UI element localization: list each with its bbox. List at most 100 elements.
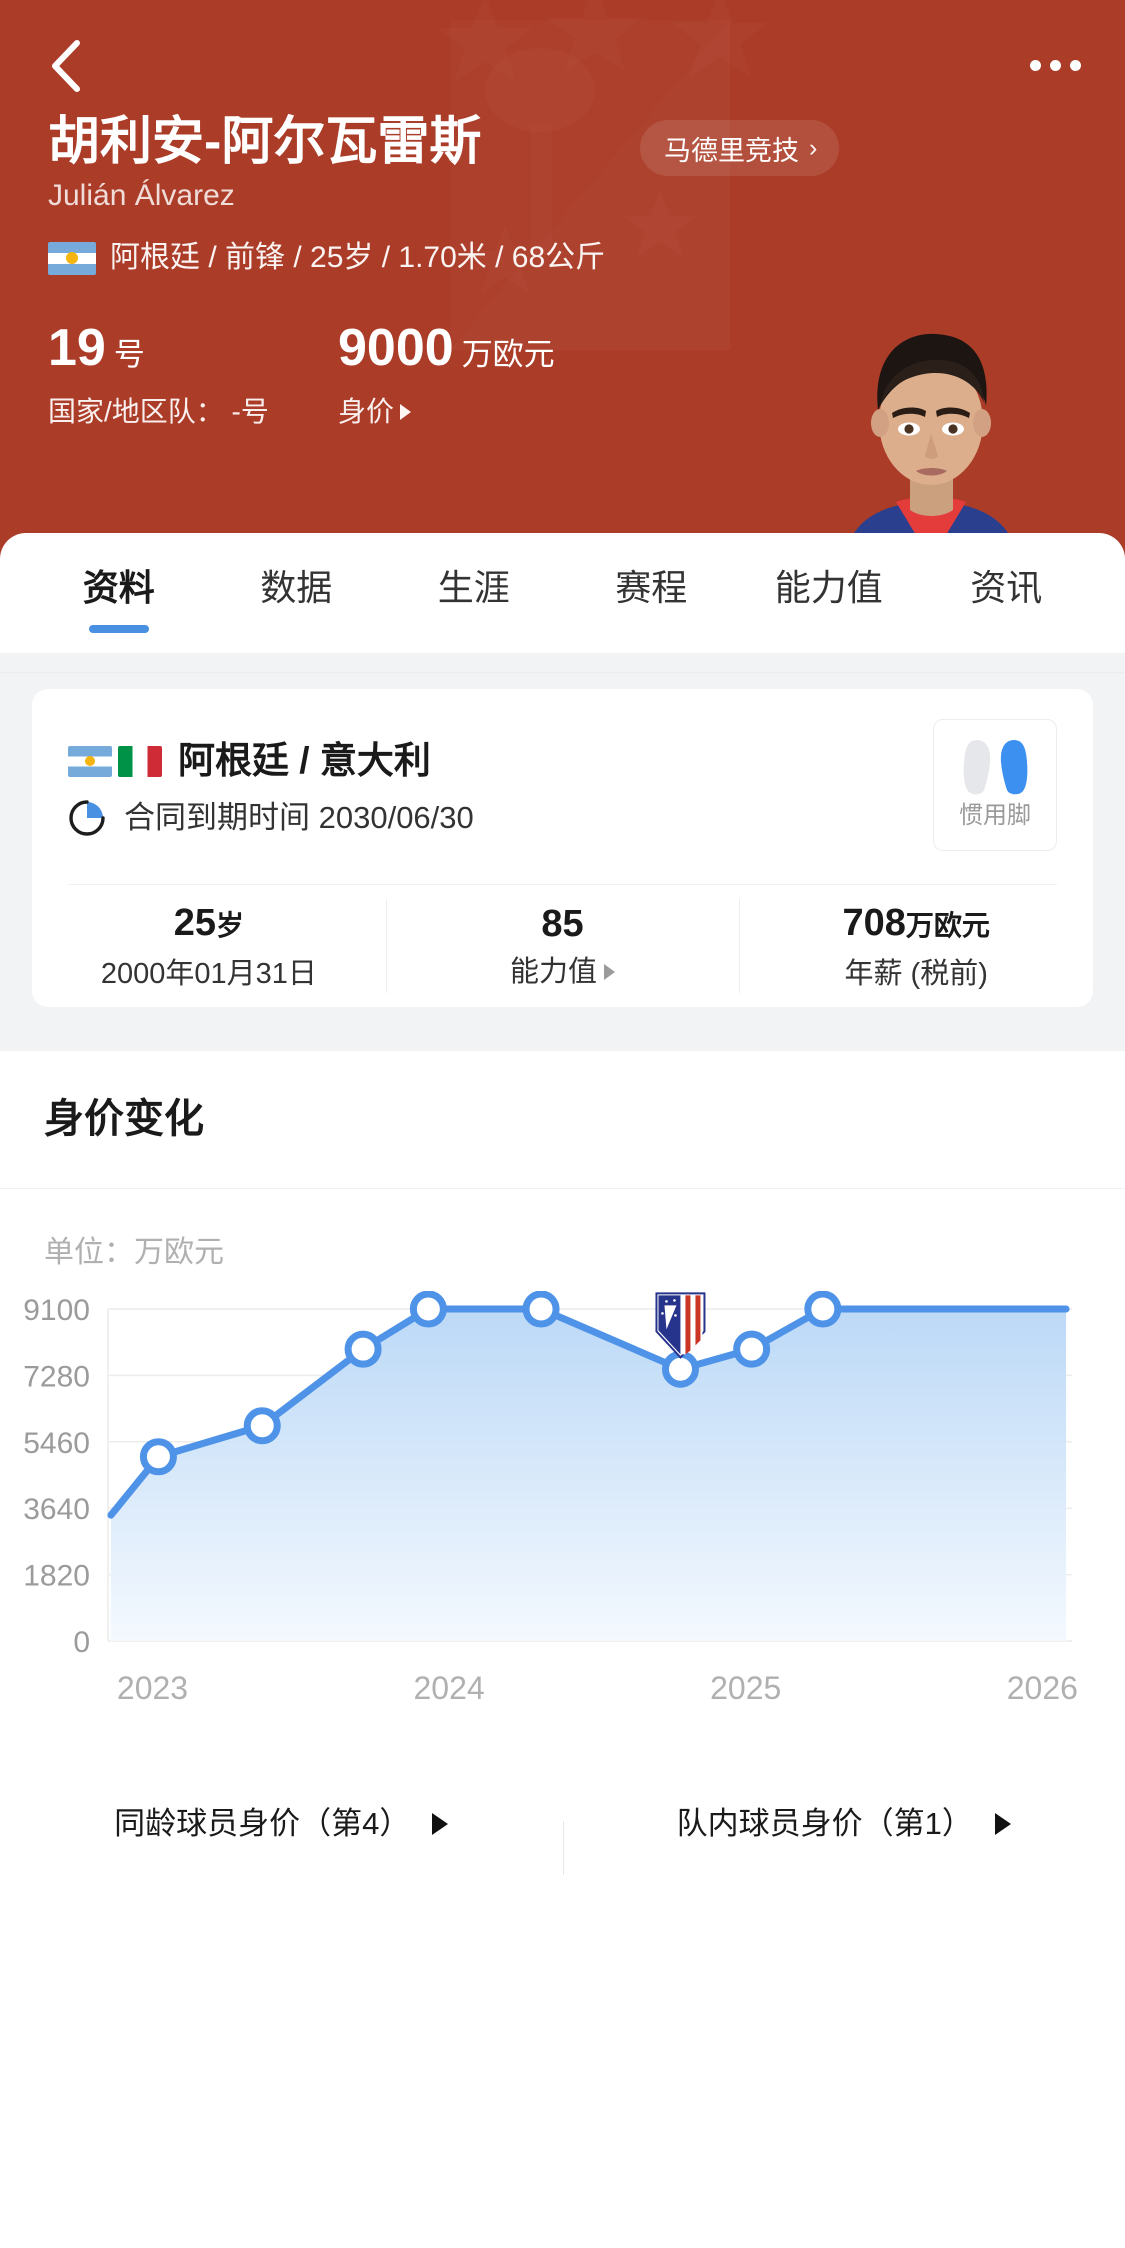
player-name-latin: Julián Álvarez xyxy=(48,179,235,212)
tab-bar: 资料 数据 生涯 赛程 能力值 资讯 xyxy=(0,563,1125,673)
peer-value-link[interactable]: 同龄球员身价（第4） xyxy=(0,1803,563,1845)
player-meta-label: 阿根廷 / 前锋 / 25岁 / 1.70米 / 68公斤 xyxy=(110,241,606,274)
tab-zixun[interactable]: 资讯 xyxy=(918,563,1096,611)
national-team-number-label: 国家/地区队： -号 xyxy=(48,396,269,427)
back-button[interactable] xyxy=(26,26,106,106)
more-options-button[interactable] xyxy=(1015,30,1095,100)
sun-of-may-icon xyxy=(85,756,95,766)
tab-label: 资料 xyxy=(82,567,155,608)
birthdate-label: 2000年01月31日 xyxy=(100,957,317,990)
club-link-chip[interactable]: 马德里竞技 › xyxy=(640,120,840,176)
argentina-flag-icon xyxy=(48,241,96,275)
contract-expiry-label: 合同到期时间 2030/06/30 xyxy=(124,800,474,835)
more-horizontal-icon-dot xyxy=(1049,59,1061,71)
market-value-value: 9000 xyxy=(338,319,454,377)
tab-label: 资讯 xyxy=(970,567,1043,608)
shirt-number-value-row: 19 号 xyxy=(48,318,338,385)
more-horizontal-icon-dot xyxy=(1069,59,1081,71)
profile-body: 阿根廷 / 意大利 合同到期时间 2030/06/30 xyxy=(0,673,1125,2248)
tab-ziliao[interactable]: 资料 xyxy=(30,563,208,611)
triangle-right-icon xyxy=(994,1813,1011,1835)
player-info-card: 阿根廷 / 意大利 合同到期时间 2030/06/30 xyxy=(32,689,1093,1007)
chevron-right-icon: › xyxy=(809,133,818,162)
italy-flag-icon xyxy=(118,745,162,777)
nationality-row: 阿根廷 / 意大利 xyxy=(68,737,431,785)
tab-nenglizhi[interactable]: 能力值 xyxy=(740,563,918,611)
section-divider xyxy=(0,1188,1125,1189)
team-value-link[interactable]: 队内球员身价（第1） xyxy=(562,1803,1125,1875)
salary-label: 年薪 (税前) xyxy=(844,957,988,990)
salary-unit: 万欧元 xyxy=(905,909,990,941)
svg-text:1820: 1820 xyxy=(23,1560,90,1593)
market-value-block[interactable]: 9000 万欧元 身价 xyxy=(338,318,555,431)
svg-text:2024: 2024 xyxy=(414,1670,485,1706)
svg-text:2023: 2023 xyxy=(117,1670,188,1706)
info-card-divider xyxy=(68,884,1057,885)
section-title: 身价变化 xyxy=(44,1097,204,1141)
left-foot-icon xyxy=(963,740,990,795)
feet-icons xyxy=(962,738,1029,796)
chart-footer-links: 同龄球员身价（第4） 队内球员身价（第1） xyxy=(0,1769,1125,1879)
chevron-left-icon xyxy=(52,40,80,92)
preferred-foot-label: 惯用脚 xyxy=(959,802,1031,829)
stat-age: 25 岁 2000年01月31日 xyxy=(32,885,386,1007)
age-unit: 岁 xyxy=(215,909,244,941)
salary-value-row: 708 万欧元 xyxy=(842,900,989,949)
more-horizontal-icon-dot xyxy=(1029,59,1041,71)
svg-text:5460: 5460 xyxy=(23,1427,90,1460)
preferred-foot-box[interactable]: 惯用脚 xyxy=(933,719,1057,851)
contract-row: 合同到期时间 2030/06/30 xyxy=(66,797,474,839)
svg-text:3640: 3640 xyxy=(23,1493,90,1526)
stat-ability[interactable]: 85 能力值 xyxy=(385,885,740,1007)
tab-shengya[interactable]: 生涯 xyxy=(385,563,563,611)
svg-text:7280: 7280 xyxy=(23,1360,90,1393)
svg-text:2025: 2025 xyxy=(710,1670,781,1706)
info-card-stats: 25 岁 2000年01月31日 85 能力值 xyxy=(32,885,1093,1007)
peer-value-label: 同龄球员身价（第4） xyxy=(114,1806,411,1841)
tab-label: 能力值 xyxy=(774,567,883,608)
age-value-row: 25 岁 xyxy=(174,900,244,949)
svg-text:9100: 9100 xyxy=(23,1294,90,1327)
pie-chart-icon xyxy=(69,800,105,836)
triangle-right-icon xyxy=(432,1813,449,1835)
market-value-chart: 0 1820 3640 5460 7280 9100 2023 2024 2025 2026 xyxy=(0,1291,1125,1711)
club-name-label: 马德里竞技 xyxy=(664,135,799,166)
player-portrait xyxy=(844,333,1018,560)
right-foot-icon xyxy=(1000,740,1027,795)
tab-label: 赛程 xyxy=(615,567,688,608)
team-value-label: 队内球员身价（第1） xyxy=(676,1806,973,1841)
age-value: 25 xyxy=(173,901,216,944)
page-title: 胡利安-阿尔瓦雷斯 xyxy=(48,113,482,171)
tab-label: 数据 xyxy=(260,567,333,608)
atletico-madrid-crest-icon xyxy=(655,1292,706,1359)
triangle-right-icon xyxy=(400,404,412,420)
shirt-number-value: 19 xyxy=(48,319,106,377)
stat-salary: 708 万欧元 年薪 (税前) xyxy=(739,885,1093,1007)
profile-header: 胡利安-阿尔瓦雷斯 马德里竞技 › Julián Álvarez 阿根廷 / 前… xyxy=(0,0,1125,560)
nationality-label: 阿根廷 / 意大利 xyxy=(178,740,431,781)
svg-text:2026: 2026 xyxy=(1007,1670,1078,1706)
tab-bar-divider xyxy=(0,672,1125,673)
ability-value-row: 85 xyxy=(541,901,583,947)
market-value-link[interactable]: 身价 xyxy=(338,393,555,431)
shirt-number-block: 19 号 国家/地区队： -号 xyxy=(48,318,338,431)
market-value-unit: 万欧元 xyxy=(461,337,555,372)
market-value-row: 9000 万欧元 xyxy=(338,318,555,385)
section-gap xyxy=(0,1019,1125,1051)
nationality-flags xyxy=(68,745,162,777)
tab-shuju[interactable]: 数据 xyxy=(208,563,386,611)
market-value-label: 身价 xyxy=(338,396,395,427)
argentina-flag-icon xyxy=(68,745,112,777)
shirt-number-unit: 号 xyxy=(113,337,145,372)
chart-unit-label: 单位：万欧元 xyxy=(44,1236,224,1269)
ability-value: 85 xyxy=(541,903,584,945)
svg-text:0: 0 xyxy=(73,1626,90,1659)
player-meta-row: 阿根廷 / 前锋 / 25岁 / 1.70米 / 68公斤 xyxy=(48,238,605,278)
tab-saicheng[interactable]: 赛程 xyxy=(563,563,741,611)
market-value-history-section: 身价变化 单位：万欧元 0 1820 3640 5460 7280 9100 2023 202… xyxy=(0,1051,1125,2248)
market-value-line-chart: 0 1820 3640 5460 7280 9100 2023 2024 2025 2026 xyxy=(23,1291,1078,1706)
tab-label: 生涯 xyxy=(437,567,510,608)
ability-label-row[interactable]: 能力值 xyxy=(510,953,616,991)
header-stats-row: 19 号 国家/地区队： -号 9000 万欧元 身价 xyxy=(48,318,555,431)
